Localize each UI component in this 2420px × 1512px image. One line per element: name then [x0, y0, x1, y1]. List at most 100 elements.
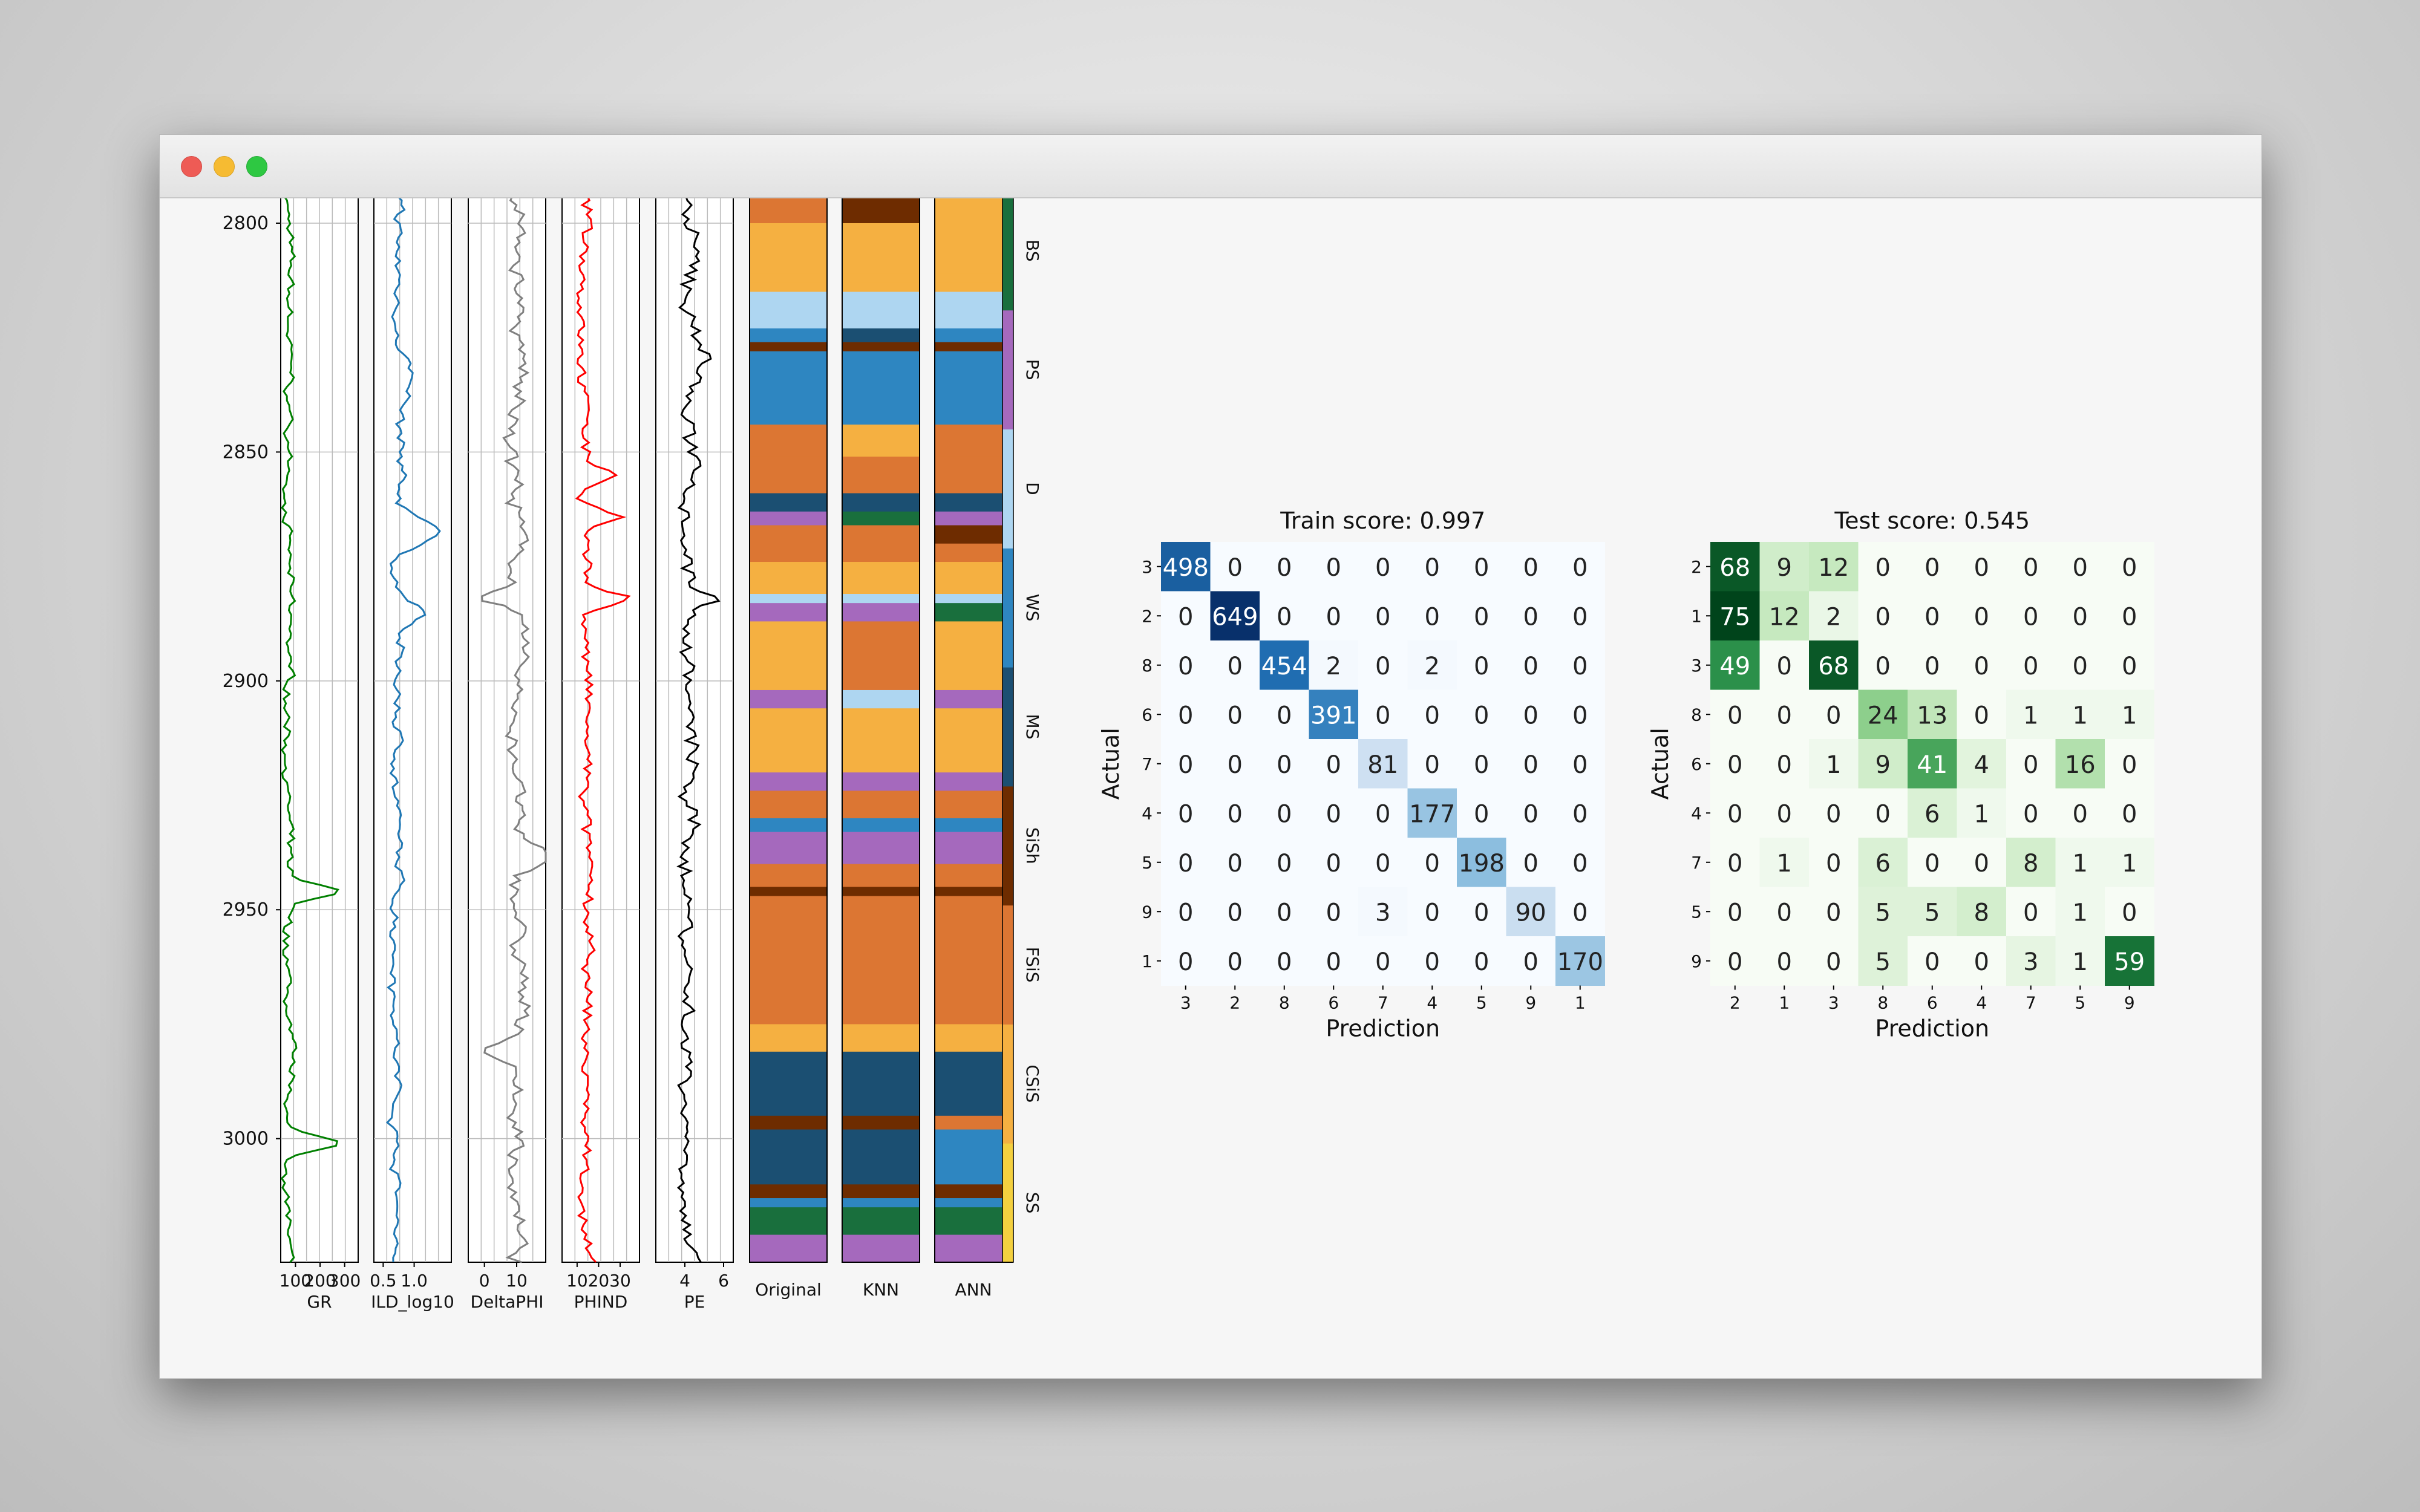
matrix-cell — [1555, 739, 1605, 789]
matrix-cell — [1457, 542, 1506, 591]
matrix-cell — [1957, 689, 2007, 740]
matrix-cell — [1759, 788, 1810, 838]
facies-band — [935, 525, 1012, 544]
facies-band — [935, 1198, 1012, 1208]
matrix-cell-value: 0 — [1727, 948, 1742, 976]
matrix-cell-value: 0 — [1727, 751, 1742, 779]
colorbar-segment — [1002, 548, 1013, 668]
facies-band — [842, 456, 920, 475]
colorbar-segment — [1002, 905, 1013, 1025]
depth-tick-label: 3000 — [223, 1129, 269, 1150]
matrix-cell-value: 0 — [1572, 603, 1588, 631]
facies-band — [935, 351, 1012, 425]
facies-band — [842, 887, 920, 897]
matrix-cell — [1506, 788, 1556, 838]
matrix-cell-value: 0 — [1277, 850, 1292, 878]
matrix-cell-value: 0 — [2073, 800, 2088, 828]
matrix-cell-value: 0 — [1474, 603, 1489, 631]
facies-band — [935, 603, 1012, 622]
matrix-cell-value: 0 — [1523, 702, 1539, 729]
matrix-cell-value: 75 — [1719, 603, 1750, 631]
matrix-cell — [1161, 640, 1211, 690]
colorbar-segment — [1002, 786, 1013, 906]
matrix-cell — [1555, 542, 1605, 591]
facies-band — [750, 1234, 827, 1263]
matrix-cell — [1710, 936, 1760, 986]
facies-band — [935, 273, 1012, 283]
matrix-cell — [1407, 640, 1457, 690]
matrix-cell — [1957, 838, 2007, 887]
facies-band — [935, 562, 1012, 595]
matrix-cell-value: 0 — [1474, 554, 1489, 582]
facies-band — [750, 255, 827, 274]
matrix-cell-value: 0 — [1326, 899, 1341, 927]
facies-band — [842, 1129, 920, 1185]
matrix-cell — [1710, 640, 1760, 690]
matrix-cell-value: 0 — [1375, 603, 1390, 631]
x-category-label: 7 — [1378, 993, 1388, 1013]
matrix-cell — [1358, 689, 1408, 740]
matrix-cell — [1457, 640, 1506, 690]
matrix-cell — [2105, 689, 2154, 740]
x-tick-label: 20 — [588, 1271, 610, 1291]
matrix-cell-value: 0 — [1826, 702, 1841, 729]
facies-column-label: Original — [755, 1280, 822, 1300]
matrix-cell-value: 0 — [1974, 603, 1989, 631]
matrix-xlabel: Prediction — [1875, 1015, 1989, 1042]
facies-band — [750, 621, 827, 691]
matrix-cell-value: 0 — [1876, 653, 1891, 680]
minimize-window-button[interactable] — [214, 156, 235, 177]
maximize-window-button[interactable] — [246, 156, 267, 177]
matrix-cell-value: 0 — [1425, 948, 1440, 976]
matrix-cell-value: 0 — [1572, 653, 1588, 680]
matrix-cell-value: 0 — [1826, 800, 1841, 828]
matrix-title: Test score: 0.545 — [1834, 507, 2030, 534]
facies-band — [842, 1184, 920, 1199]
confusion-matrix-test: 68 9 12 0 0 0 0 0 075 12 2 0 0 0 0 0 049 0 68 0 0 0 0 0 00 0 0 24 13… — [1647, 507, 2154, 1042]
x-category-label: 2 — [1229, 993, 1240, 1013]
facies-band — [750, 603, 827, 622]
matrix-cell — [1309, 936, 1359, 986]
log-curve — [481, 190, 547, 1263]
matrix-cell — [1858, 838, 1908, 887]
matrix-cell — [2006, 887, 2056, 937]
matrix-cell — [2055, 542, 2105, 591]
matrix-cell-value: 0 — [2073, 653, 2088, 680]
matrix-cell — [2105, 788, 2154, 838]
matrix-title: Train score: 0.997 — [1280, 507, 1485, 534]
matrix-cell — [1555, 838, 1605, 887]
matrix-cell — [1759, 689, 1810, 740]
matrix-cell — [2105, 887, 2154, 937]
matrix-cell-value: 0 — [2073, 603, 2088, 631]
matrix-cell-value: 0 — [1925, 653, 1940, 680]
facies-band — [935, 864, 1012, 887]
matrix-cell-value: 0 — [1523, 653, 1539, 680]
facies-legend-label: MS — [1022, 714, 1042, 740]
facies-band — [750, 351, 827, 425]
matrix-cell — [1457, 887, 1506, 937]
matrix-cell — [1809, 739, 1859, 789]
matrix-cell-value: 0 — [1777, 702, 1792, 729]
matrix-cell-value: 81 — [1367, 751, 1398, 779]
matrix-cell — [1957, 542, 2007, 591]
facies-band — [935, 1234, 1012, 1263]
track-label: ILD_log10 — [371, 1292, 454, 1312]
matrix-cell — [1407, 887, 1457, 937]
matrix-cell-value: 0 — [2023, 899, 2038, 927]
facies-band — [935, 1051, 1012, 1116]
facies-legend-label: CSiS — [1022, 1064, 1042, 1103]
facies-band — [750, 1198, 827, 1208]
matrix-cell — [1710, 689, 1760, 740]
close-window-button[interactable] — [181, 156, 202, 177]
matrix-cell-value: 0 — [1523, 948, 1539, 976]
matrix-cell — [2006, 689, 2056, 740]
facies-legend-label: SS — [1022, 1192, 1042, 1214]
facies-band — [842, 351, 920, 425]
facies-band — [935, 328, 1012, 343]
depth-tick-label: 2800 — [223, 213, 269, 234]
facies-band — [842, 818, 920, 833]
facies-band — [750, 475, 827, 494]
matrix-cell-value: 2 — [1425, 653, 1440, 680]
